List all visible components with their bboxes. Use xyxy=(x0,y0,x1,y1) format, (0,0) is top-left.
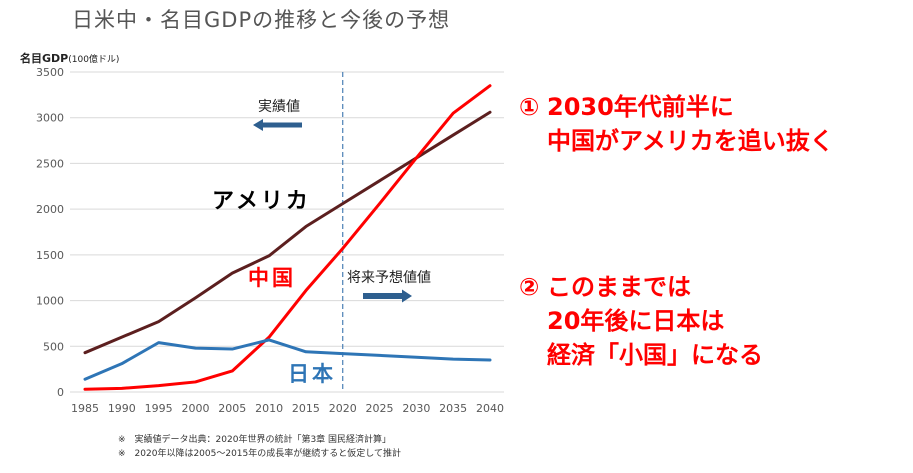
series-line-0 xyxy=(83,110,492,355)
x-tick-2030: 2030 xyxy=(402,402,430,415)
y-axis-label: 名目GDP(100億ドル) xyxy=(20,50,119,66)
y-tick-3500: 3500 xyxy=(36,66,64,79)
callout-2-line-3: 経済「小国」になる xyxy=(547,341,763,369)
y-tick-1500: 1500 xyxy=(36,249,64,262)
footnote-2: ※ 2020年以降は2005～2015年の成長率が継続すると仮定して推計 xyxy=(118,449,401,459)
callout-1-text-1: 2030年代前半に xyxy=(547,93,734,121)
actual-label: 実績値 xyxy=(258,99,300,115)
y-tick-0: 0 xyxy=(57,386,64,399)
y-tick-1000: 1000 xyxy=(36,295,64,308)
callout-1-number: ① xyxy=(519,93,540,121)
x-tick-labels: 1985 1990 1995 2000 2005 2010 2015 2020 2025 2030… xyxy=(71,402,504,415)
callout-2-line-2: 20年後に日本は xyxy=(547,307,725,335)
callout-2-line-1: ② このままでは xyxy=(519,270,763,304)
footnote-1: ※ 実績値データ出典：2020年世界の統計「第3章 国民経済計算」 xyxy=(118,435,392,445)
x-tick-2005: 2005 xyxy=(218,402,246,415)
series-line-2 xyxy=(83,338,492,381)
forecast-label: 将来予想値値 xyxy=(347,270,431,286)
footnotes: ※ 実績値データ出典：2020年世界の統計「第3章 国民経済計算」 ※ 2020… xyxy=(118,433,401,461)
callout-1: ① 2030年代前半に 中国がアメリカを追い抜く xyxy=(519,90,834,158)
y-tick-2000: 2000 xyxy=(36,203,64,216)
y-tick-2500: 2500 xyxy=(36,157,64,170)
chart-title: 日米中・名目GDPの推移と今後の予想 xyxy=(72,8,451,32)
x-tick-2035: 2035 xyxy=(439,402,467,415)
x-tick-2025: 2025 xyxy=(366,402,394,415)
arrow-left-icon xyxy=(253,119,302,131)
series-label-2: 日本 xyxy=(288,362,336,386)
callout-2-text-1: このままでは xyxy=(547,273,691,301)
callout-2-number: ② xyxy=(519,273,540,301)
y-tick-labels: 0 500 1000 1500 2000 2500 3000 3500 xyxy=(36,66,64,399)
x-tick-2010: 2010 xyxy=(255,402,283,415)
y-tick-500: 500 xyxy=(43,340,64,353)
series-lines xyxy=(83,84,492,391)
x-tick-1985: 1985 xyxy=(71,402,99,415)
y-axis-label-text: 名目GDP xyxy=(20,52,69,65)
arrow-right-icon xyxy=(363,289,412,303)
callout-1-line-2: 中国がアメリカを追い抜く xyxy=(547,127,834,155)
x-tick-2000: 2000 xyxy=(181,402,209,415)
series-label-0: アメリカ xyxy=(212,189,311,214)
x-tick-2040: 2040 xyxy=(476,402,504,415)
gridlines xyxy=(70,71,504,393)
x-tick-1995: 1995 xyxy=(145,402,173,415)
callout-2: ② このままでは 20年後に日本は 経済「小国」になる xyxy=(519,270,763,372)
x-tick-2015: 2015 xyxy=(292,402,320,415)
y-tick-3000: 3000 xyxy=(36,112,64,125)
series-label-1: 中国 xyxy=(248,266,296,290)
x-tick-1990: 1990 xyxy=(108,402,136,415)
callout-1-line-1: ① 2030年代前半に xyxy=(519,90,834,124)
y-axis-unit: (100億ドル) xyxy=(68,55,120,65)
annotation-arrows xyxy=(253,119,412,303)
x-tick-2020: 2020 xyxy=(329,402,357,415)
series-line-1 xyxy=(83,84,492,391)
